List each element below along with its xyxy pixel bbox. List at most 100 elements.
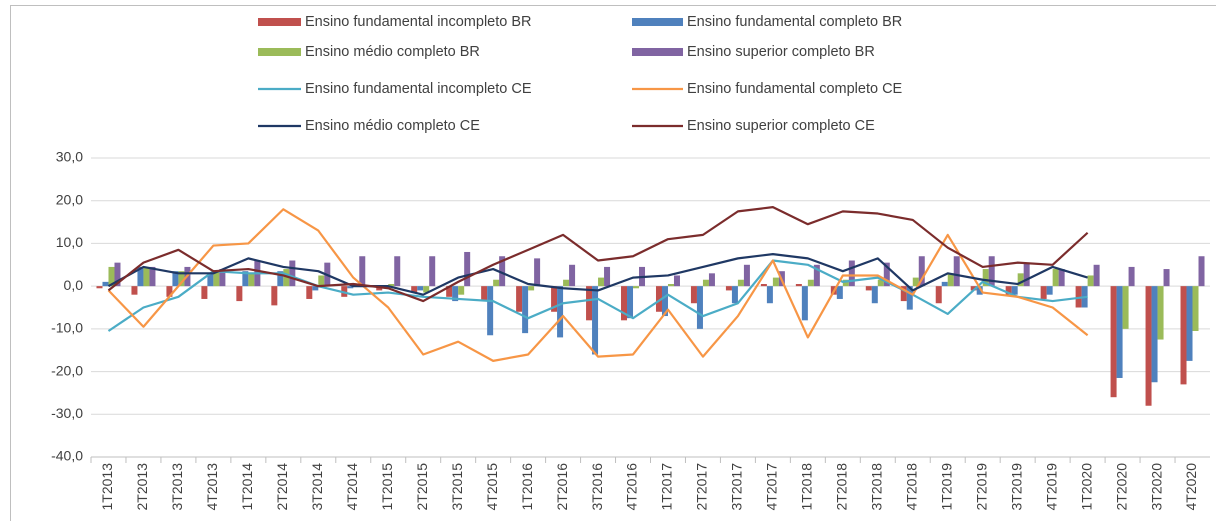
legend-swatch (258, 18, 301, 26)
bar (213, 271, 220, 287)
bar (1151, 286, 1158, 383)
bar (673, 275, 680, 287)
x-tick-label: 3T2018 (869, 463, 885, 511)
bar (1122, 286, 1129, 329)
bar (737, 279, 744, 287)
bar (207, 273, 214, 287)
bar (423, 286, 430, 293)
bar (772, 277, 779, 287)
bar (941, 281, 948, 287)
bar (836, 286, 843, 299)
bar (690, 286, 697, 304)
bar (283, 269, 290, 287)
legend-swatch (632, 48, 683, 56)
bar (621, 286, 628, 321)
x-tick-label: 3T2015 (449, 463, 465, 511)
bar (1058, 269, 1065, 287)
x-tick-label: 2T2015 (414, 463, 430, 511)
x-tick-label: 1T2020 (1078, 463, 1094, 511)
x-tick-label: 4T2017 (764, 463, 780, 511)
bar (586, 286, 593, 321)
legend-label: Ensino fundamental incompleto CE (305, 81, 532, 97)
bar (1093, 264, 1100, 287)
bar (912, 277, 919, 287)
bar (493, 279, 500, 287)
x-tick-label: 2T2018 (834, 463, 850, 511)
bar (871, 286, 878, 304)
bar (795, 284, 802, 287)
bar (743, 264, 750, 287)
x-tick-label: 1T2014 (239, 463, 255, 511)
bar (883, 262, 890, 287)
bar (277, 271, 284, 287)
bar (464, 251, 471, 287)
bar (725, 286, 732, 291)
legend-label: Ensino fundamental completo BR (687, 14, 902, 30)
bar (96, 286, 103, 289)
x-tick-label: 2T2017 (694, 463, 710, 511)
x-tick-label: 2T2013 (134, 463, 150, 511)
x-tick-label: 4T2019 (1043, 463, 1059, 511)
bar (667, 284, 674, 287)
y-tick-label: 10,0 (56, 234, 83, 250)
bar (557, 286, 564, 338)
bar (801, 286, 808, 321)
bar (178, 271, 185, 287)
line (107, 206, 1089, 303)
bar (347, 286, 354, 289)
bar (877, 279, 884, 287)
bar (102, 281, 109, 287)
bar (201, 286, 208, 299)
bar (172, 271, 179, 287)
legend-label: Ensino fundamental incompleto BR (305, 14, 532, 30)
bar (1192, 286, 1199, 331)
bar (848, 260, 855, 287)
bar (306, 286, 313, 299)
line (107, 208, 1089, 362)
bar (633, 286, 640, 289)
y-tick-label: 30,0 (56, 149, 83, 165)
bar (1145, 286, 1152, 406)
bar (528, 286, 535, 291)
bar (1198, 256, 1205, 287)
bar (865, 286, 872, 291)
bar (149, 266, 156, 287)
x-tick-label: 3T2014 (309, 463, 325, 511)
bar (807, 279, 814, 287)
bar (446, 286, 453, 297)
bar (219, 269, 226, 287)
x-tick-label: 4T2020 (1183, 463, 1199, 511)
y-tick-label: -10,0 (51, 320, 83, 336)
bar (655, 286, 662, 312)
bar (696, 286, 703, 329)
bar (918, 256, 925, 287)
bar (970, 286, 977, 291)
bar (1128, 266, 1135, 287)
x-tick-label: 3T2017 (729, 463, 745, 511)
x-tick-label: 3T2020 (1148, 463, 1164, 511)
y-tick-label: 0,0 (64, 277, 84, 293)
bar (131, 286, 138, 295)
bar (976, 286, 983, 295)
bar (1005, 286, 1012, 295)
bar (388, 284, 395, 287)
bar (661, 286, 668, 317)
bar (411, 286, 418, 293)
bar (271, 286, 278, 306)
chart-frame (10, 5, 1216, 521)
x-tick-label: 4T2014 (344, 463, 360, 511)
bar (499, 256, 506, 287)
bar (551, 286, 558, 312)
legend-label: Ensino fundamental completo CE (687, 81, 903, 97)
bar (1087, 275, 1094, 287)
y-tick-label: -20,0 (51, 362, 83, 378)
bar (516, 286, 523, 312)
bar (137, 266, 144, 287)
bar (760, 284, 767, 287)
bar (604, 266, 611, 287)
bar (906, 286, 913, 310)
bar (1110, 286, 1117, 398)
legend-label: Ensino médio completo CE (305, 118, 480, 134)
bar (1052, 269, 1059, 287)
bar (627, 286, 634, 319)
